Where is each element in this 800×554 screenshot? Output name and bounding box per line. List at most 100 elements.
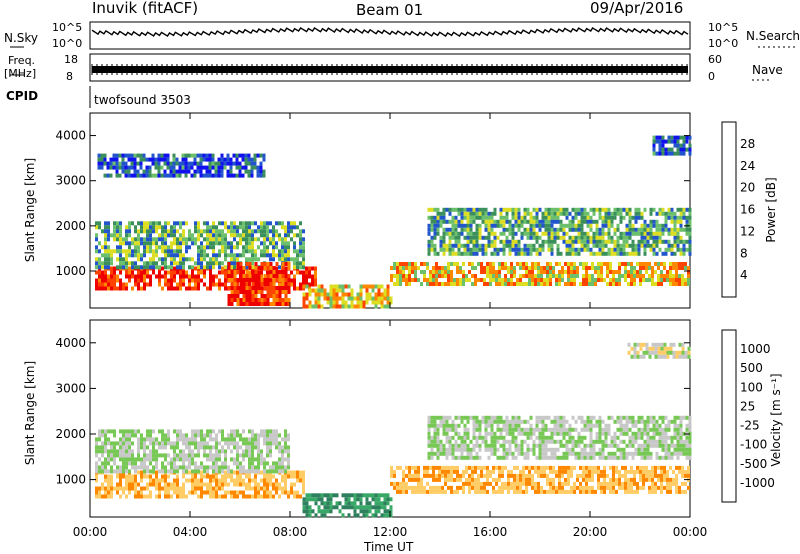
- heatmap-cell: [525, 485, 528, 490]
- heatmap-cell: [229, 165, 233, 170]
- heatmap-cell: [152, 257, 155, 262]
- heatmap-cell: [263, 286, 267, 290]
- heatmap-cell: [137, 245, 140, 250]
- heatmap-cell: [625, 251, 629, 256]
- heatmap-cell: [583, 455, 587, 460]
- heatmap-cell: [528, 282, 531, 286]
- heatmap-cell: [158, 486, 161, 491]
- heatmap-cell: [137, 237, 140, 242]
- heatmap-cell: [652, 235, 656, 240]
- heatmap-cell: [670, 135, 674, 140]
- heatmap-cell: [451, 447, 455, 452]
- heatmap-cell: [317, 304, 321, 309]
- heatmap-cell: [257, 225, 260, 230]
- heatmap-cell: [592, 443, 596, 448]
- heatmap-cell: [631, 239, 635, 244]
- heatmap-cell: [332, 292, 336, 297]
- heatmap-cell: [248, 278, 252, 282]
- heatmap-cell: [281, 221, 284, 226]
- heatmap-cell: [251, 429, 254, 434]
- heatmap-cell: [574, 443, 578, 448]
- heatmap-cell: [591, 489, 594, 494]
- heatmap-cell: [513, 465, 516, 470]
- heatmap-cell: [133, 169, 137, 174]
- heatmap-cell: [645, 278, 648, 282]
- heatmap-cell: [107, 474, 110, 479]
- heatmap-cell: [564, 477, 567, 482]
- heatmap-cell: [257, 298, 261, 302]
- heatmap-cell: [664, 251, 668, 256]
- heatmap-cell: [682, 151, 686, 156]
- heatmap-cell: [549, 469, 552, 474]
- heatmap-cell: [634, 227, 638, 232]
- heatmap-cell: [508, 427, 512, 432]
- heatmap-cell: [293, 265, 296, 270]
- heatmap-cell: [436, 435, 440, 440]
- heatmap-cell: [408, 465, 411, 470]
- heatmap-cell: [167, 494, 170, 499]
- heatmap-cell: [179, 490, 182, 495]
- heatmap-cell: [137, 265, 140, 270]
- heatmap-cell: [598, 235, 602, 240]
- heatmap-cell: [107, 261, 110, 266]
- heatmap-cell: [666, 485, 669, 490]
- heatmap-cell: [526, 455, 530, 460]
- heatmap-cell: [673, 239, 677, 244]
- heatmap-cell: [278, 257, 281, 262]
- heatmap-cell: [215, 457, 218, 462]
- heatmap-cell: [107, 253, 110, 258]
- heatmap-cell: [499, 431, 503, 436]
- heatmap-cell: [154, 173, 158, 178]
- heatmap-cell: [547, 455, 551, 460]
- heatmap-cell: [248, 429, 251, 434]
- heatmap-cell: [167, 429, 170, 434]
- heatmap-cell: [140, 274, 143, 279]
- heatmap-cell: [627, 262, 630, 266]
- heatmap-cell: [109, 157, 113, 162]
- freq-label: Freq.: [8, 54, 36, 67]
- heatmap-cell: [589, 455, 593, 460]
- heatmap-cell: [670, 227, 674, 232]
- heatmap-cell: [586, 451, 590, 456]
- heatmap-cell: [119, 278, 122, 283]
- heatmap-cell: [612, 278, 615, 282]
- heatmap-cell: [514, 239, 518, 244]
- heatmap-cell: [221, 474, 224, 479]
- heatmap-cell: [414, 278, 417, 282]
- heatmap-cell: [535, 247, 539, 252]
- heatmap-cell: [290, 229, 293, 234]
- heatmap-cell: [125, 482, 128, 487]
- heatmap-cell: [116, 441, 119, 446]
- heatmap-cell: [212, 257, 215, 262]
- heatmap-cell: [368, 296, 372, 301]
- heatmap-cell: [386, 300, 390, 305]
- heatmap-cell: [101, 486, 104, 491]
- heatmap-cell: [618, 469, 621, 474]
- heatmap-cell: [429, 485, 432, 490]
- heatmap-cell: [178, 169, 182, 174]
- heatmap-cell: [441, 485, 444, 490]
- heatmap-cell: [447, 270, 450, 274]
- heatmap-cell: [254, 494, 257, 499]
- heatmap-cell: [151, 153, 155, 158]
- heatmap-cell: [444, 477, 447, 482]
- heatmap-cell: [215, 453, 218, 458]
- heatmap-cell: [495, 489, 498, 494]
- heatmap-cell: [580, 207, 584, 212]
- heatmap-cell: [107, 486, 110, 491]
- heatmap-cell: [456, 278, 459, 282]
- heatmap-cell: [508, 423, 512, 428]
- heatmap-cell: [393, 274, 396, 278]
- heatmap-cell: [472, 427, 476, 432]
- heatmap-cell: [260, 233, 263, 238]
- heatmap-cell: [386, 513, 390, 518]
- heatmap-cell: [454, 251, 458, 256]
- heatmap-cell: [639, 485, 642, 490]
- heatmap-cell: [568, 227, 572, 232]
- heatmap-cell: [670, 231, 674, 236]
- heatmap-cell: [457, 235, 461, 240]
- heatmap-cell: [538, 243, 542, 248]
- heatmap-cell: [113, 469, 116, 474]
- heatmap-cell: [645, 477, 648, 482]
- heatmap-cell: [589, 451, 593, 456]
